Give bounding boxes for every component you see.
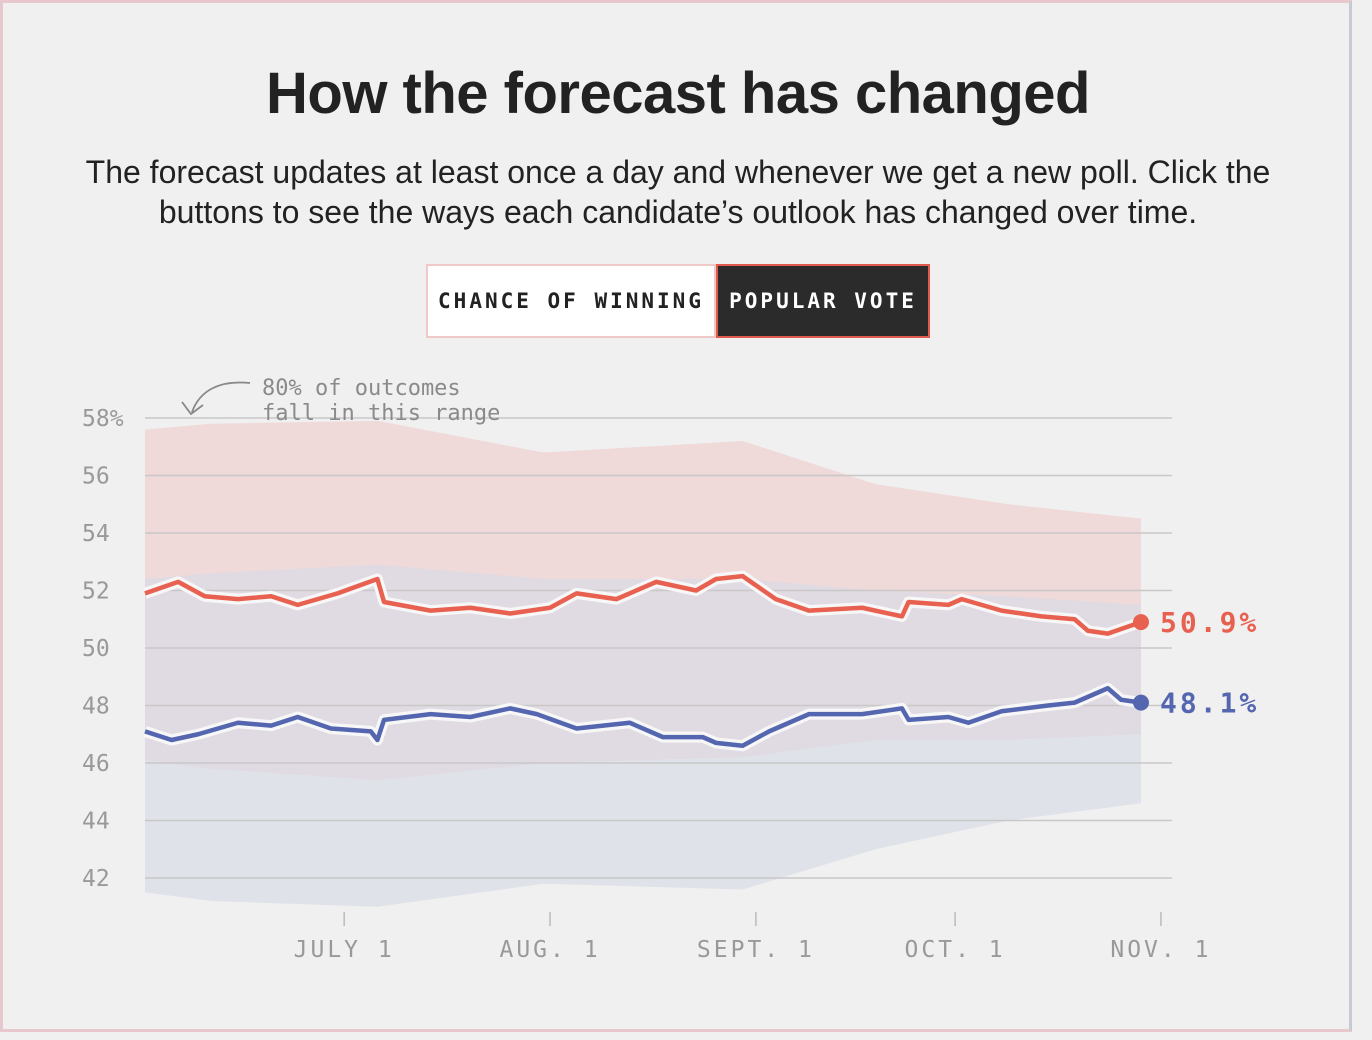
chance-of-winning-button[interactable]: CHANCE OF WINNING <box>426 264 716 338</box>
subtitle: The forecast updates at least once a day… <box>85 154 1271 230</box>
y-tick-label: 50 <box>82 636 110 662</box>
rep-end-point <box>1133 694 1149 711</box>
annotation: 80% of outcomes fall in this range <box>181 376 500 426</box>
y-tick-label: 56 <box>82 464 110 490</box>
rep-range-band <box>145 564 1141 907</box>
rep-line <box>144 686 1142 748</box>
annotation-line1: 80% of outcomes <box>262 376 461 401</box>
y-tick-label: 46 <box>82 751 110 777</box>
y-tick-label: 42 <box>82 866 110 892</box>
x-tick-label: AUG. 1 <box>499 937 600 963</box>
page-title: How the forecast has changed <box>266 61 1090 126</box>
y-tick-label: 58% <box>82 406 124 432</box>
dem-line <box>144 573 1142 636</box>
x-tick-label: OCT. 1 <box>905 937 1006 963</box>
x-tick-label: NOV. 1 <box>1110 937 1211 963</box>
arrow-icon <box>181 381 251 416</box>
popular-vote-button[interactable]: POPULAR VOTE <box>716 264 930 338</box>
x-tick-label: SEPT. 1 <box>697 937 815 963</box>
y-tick-label: 52 <box>82 579 110 605</box>
y-tick-label: 44 <box>82 809 110 835</box>
dem-end-point <box>1133 614 1149 631</box>
annotation-line2: fall in this range <box>262 401 500 426</box>
y-tick-label: 54 <box>82 521 110 547</box>
chart-card <box>0 0 1352 1032</box>
y-tick-label: 48 <box>82 694 110 720</box>
view-toggle: CHANCE OF WINNING POPULAR VOTE <box>426 264 930 338</box>
rep-end-label: 48.1% <box>1160 687 1259 720</box>
dem-end-label: 50.9% <box>1160 606 1259 639</box>
x-tick-label: JULY 1 <box>294 937 395 963</box>
